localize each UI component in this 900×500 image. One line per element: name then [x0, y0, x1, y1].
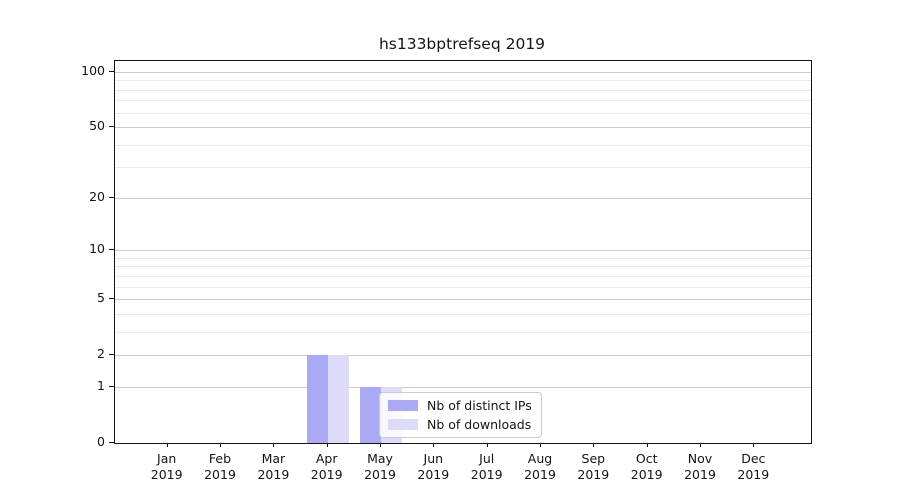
x-tick-label: Jun 2019 — [417, 451, 450, 482]
x-tick-mark — [753, 443, 755, 447]
x-tick-mark — [540, 443, 541, 447]
gridline-major — [115, 72, 811, 73]
y-tick-label: 1 — [97, 378, 105, 394]
y-tick-label: 100 — [81, 63, 105, 78]
x-tick-mark — [273, 443, 275, 447]
legend: Nb of distinct IPs Nb of downloads — [379, 392, 542, 438]
x-tick-label: Jan 2019 — [150, 451, 183, 482]
x-tick-label: Mar 2019 — [257, 451, 290, 482]
y-tick-mark — [109, 386, 114, 388]
y-tick-label: 20 — [89, 189, 105, 205]
x-tick-label: Sep 2019 — [577, 451, 610, 482]
chart-title: hs133bptrefseq 2019 — [378, 35, 546, 53]
x-tick-mark — [380, 443, 381, 447]
gridline-minor — [115, 166, 811, 168]
x-tick-mark — [646, 443, 648, 447]
y-tick-mark — [109, 442, 114, 443]
x-tick-label: Feb 2019 — [204, 451, 236, 482]
x-tick-label: Dec 2019 — [737, 451, 770, 482]
gridline-major — [115, 198, 811, 200]
y-tick-label: 10 — [89, 241, 105, 257]
gridline-minor — [115, 313, 811, 315]
gridline-minor — [115, 286, 811, 288]
x-tick-mark — [220, 443, 221, 447]
x-tick-label: Jul 2019 — [470, 451, 503, 482]
gridline-minor — [115, 112, 811, 114]
gridline-major — [115, 299, 811, 300]
plot-area: Nb of distinct IPs Nb of downloads — [114, 60, 812, 444]
x-tick-mark — [326, 443, 328, 447]
x-tick-label: Apr 2019 — [310, 451, 343, 482]
legend-item-downloads: Nb of downloads — [388, 417, 532, 432]
gridline-minor — [115, 266, 811, 268]
bar-downloads-apr-2019 — [327, 354, 349, 443]
y-tick-mark — [109, 71, 114, 72]
gridline-minor — [115, 275, 811, 277]
y-tick-mark — [109, 298, 114, 299]
y-tick-label: 50 — [89, 117, 105, 133]
x-tick-label: Oct 2019 — [630, 451, 663, 482]
gridline-minor — [115, 331, 811, 333]
y-tick-mark — [109, 197, 114, 199]
gridline-minor — [115, 257, 811, 259]
x-tick-label: Aug 2019 — [524, 451, 556, 482]
legend-swatch-distinct-ips-icon — [388, 400, 418, 411]
gridline-minor — [115, 80, 811, 82]
y-tick-label: 2 — [97, 345, 105, 361]
gridline-major — [115, 354, 811, 356]
gridline-major — [115, 387, 811, 389]
x-tick-mark — [433, 443, 435, 447]
gridline-major — [115, 250, 811, 252]
gridline-minor — [115, 100, 811, 102]
x-tick-label: May 2019 — [364, 451, 396, 482]
legend-swatch-downloads-icon — [388, 419, 418, 430]
y-tick-mark — [109, 125, 114, 127]
bar-distinct-ips-may-2019 — [360, 387, 381, 443]
legend-label-downloads: Nb of downloads — [427, 417, 532, 432]
gridline-minor — [115, 89, 811, 91]
x-tick-mark — [166, 443, 168, 447]
x-tick-mark — [700, 443, 701, 447]
legend-label-distinct-ips: Nb of distinct IPs — [427, 398, 532, 413]
x-tick-label: Nov 2019 — [684, 451, 716, 482]
gridline-minor — [115, 144, 811, 146]
x-tick-mark — [486, 443, 488, 447]
y-tick-mark — [109, 353, 114, 355]
y-tick-label: 5 — [97, 290, 105, 305]
bar-distinct-ips-apr-2019 — [306, 354, 328, 443]
gridline-major — [115, 126, 811, 128]
y-tick-mark — [109, 249, 114, 251]
y-tick-label: 0 — [97, 434, 105, 449]
legend-item-distinct-ips: Nb of distinct IPs — [388, 398, 532, 413]
x-tick-mark — [593, 443, 595, 447]
